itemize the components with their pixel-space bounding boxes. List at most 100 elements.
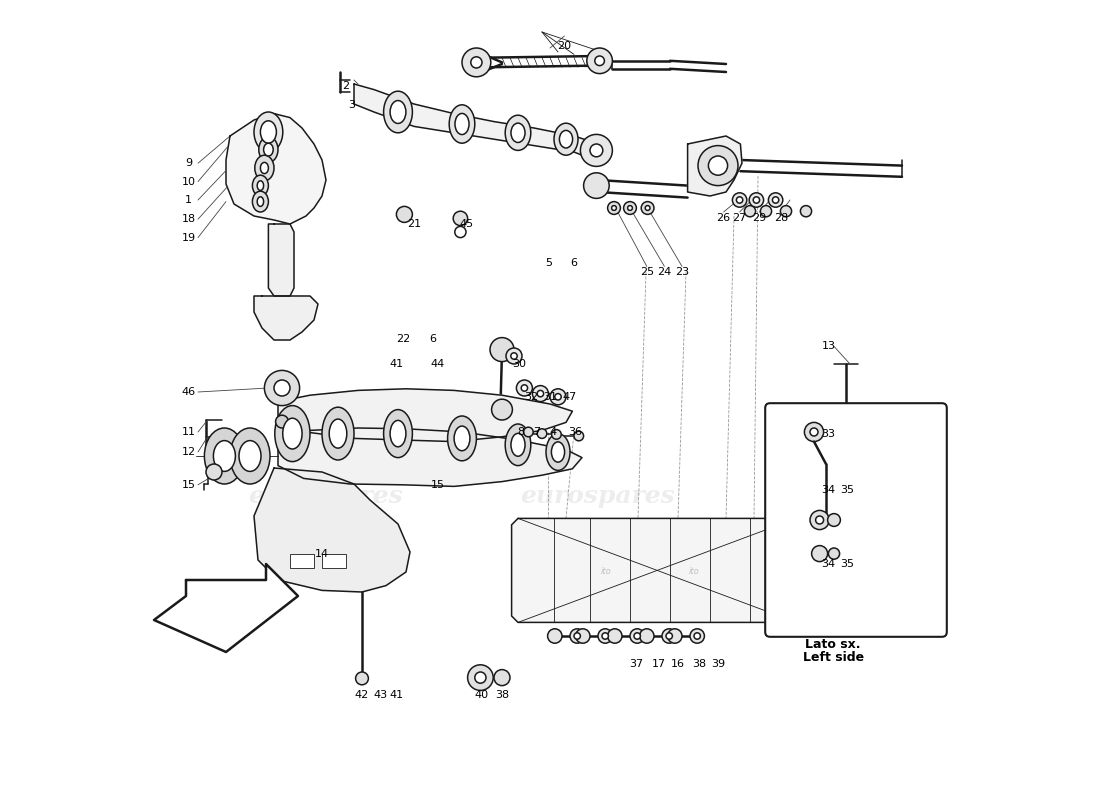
Circle shape [584, 173, 609, 198]
Circle shape [462, 48, 491, 77]
Text: 35: 35 [840, 485, 855, 494]
Text: 36: 36 [568, 427, 582, 437]
Circle shape [537, 390, 543, 397]
Circle shape [646, 206, 650, 210]
Text: 42: 42 [355, 690, 370, 700]
Ellipse shape [384, 91, 412, 133]
Circle shape [780, 206, 792, 217]
Ellipse shape [505, 115, 531, 150]
Text: 6: 6 [571, 258, 578, 268]
Ellipse shape [275, 406, 310, 462]
Ellipse shape [560, 130, 573, 148]
Circle shape [810, 428, 818, 436]
Text: 17: 17 [651, 659, 666, 669]
Bar [290, 554, 314, 568]
Text: 15: 15 [182, 480, 196, 490]
Circle shape [812, 546, 827, 562]
Ellipse shape [283, 418, 302, 449]
Text: 26: 26 [716, 213, 730, 222]
Text: 41: 41 [389, 359, 404, 369]
Circle shape [453, 211, 468, 226]
Text: 10: 10 [182, 177, 196, 186]
Text: 24: 24 [658, 267, 671, 277]
Ellipse shape [390, 101, 406, 123]
Ellipse shape [512, 123, 525, 142]
Ellipse shape [455, 114, 469, 134]
Text: 43: 43 [373, 690, 387, 700]
Ellipse shape [254, 112, 283, 152]
Ellipse shape [454, 426, 470, 450]
Circle shape [612, 206, 616, 210]
Circle shape [810, 510, 829, 530]
Text: ito: ito [689, 567, 700, 577]
Ellipse shape [213, 441, 235, 471]
Circle shape [772, 197, 779, 203]
FancyBboxPatch shape [766, 403, 947, 637]
Text: 38: 38 [692, 659, 706, 669]
Text: eurospares: eurospares [520, 484, 675, 508]
Circle shape [570, 629, 584, 643]
Text: 38: 38 [495, 690, 509, 700]
Circle shape [630, 629, 645, 643]
Ellipse shape [239, 441, 261, 471]
Polygon shape [512, 512, 796, 622]
Text: 16: 16 [671, 659, 685, 669]
Circle shape [494, 670, 510, 686]
Circle shape [396, 206, 412, 222]
Circle shape [602, 633, 608, 639]
Circle shape [532, 386, 549, 402]
Circle shape [524, 427, 534, 437]
Circle shape [548, 629, 562, 643]
Polygon shape [154, 564, 298, 652]
Text: 47: 47 [563, 392, 578, 402]
Circle shape [550, 389, 566, 405]
Text: 19: 19 [182, 233, 196, 242]
Ellipse shape [448, 416, 476, 461]
Text: 22: 22 [396, 334, 410, 344]
Text: 40: 40 [474, 690, 488, 700]
Text: 44: 44 [430, 359, 444, 369]
Text: 35: 35 [840, 559, 855, 569]
Circle shape [634, 633, 640, 639]
Circle shape [475, 672, 486, 683]
Text: 12: 12 [182, 447, 196, 457]
Ellipse shape [329, 419, 346, 448]
Ellipse shape [255, 155, 274, 181]
Circle shape [745, 206, 756, 217]
Text: 8: 8 [517, 427, 524, 437]
Circle shape [490, 338, 514, 362]
Text: Lato sx.: Lato sx. [805, 638, 861, 650]
Ellipse shape [546, 434, 570, 470]
Circle shape [554, 394, 561, 400]
Polygon shape [226, 114, 326, 224]
Circle shape [708, 156, 727, 175]
Circle shape [598, 629, 613, 643]
Ellipse shape [257, 181, 264, 190]
Text: 23: 23 [675, 267, 689, 277]
Text: 1: 1 [185, 195, 191, 205]
Circle shape [828, 548, 839, 559]
Circle shape [815, 516, 824, 524]
Circle shape [516, 380, 532, 396]
Circle shape [698, 146, 738, 186]
Circle shape [769, 193, 783, 207]
Ellipse shape [512, 434, 525, 456]
Polygon shape [254, 296, 318, 340]
Text: 29: 29 [752, 213, 767, 222]
Text: 28: 28 [774, 213, 789, 222]
Circle shape [694, 633, 701, 639]
Text: 32: 32 [525, 392, 539, 402]
Text: 39: 39 [711, 659, 725, 669]
Circle shape [521, 385, 528, 391]
Circle shape [754, 197, 760, 203]
Polygon shape [278, 428, 582, 486]
Text: 18: 18 [182, 214, 196, 224]
Text: 21: 21 [407, 219, 421, 229]
Polygon shape [268, 224, 294, 296]
Circle shape [749, 193, 763, 207]
Circle shape [804, 422, 824, 442]
Circle shape [492, 399, 513, 420]
Text: 20: 20 [558, 41, 572, 50]
Ellipse shape [449, 105, 475, 143]
Circle shape [607, 629, 621, 643]
